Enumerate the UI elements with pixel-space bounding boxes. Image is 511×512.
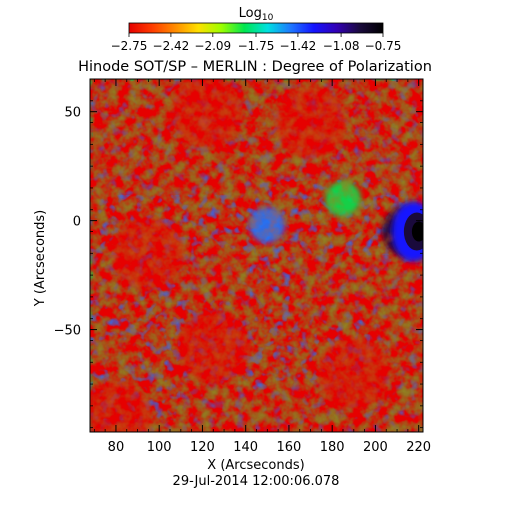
colorbar-tick-label: −1.75 (238, 39, 275, 53)
colorbar-tick-label: −2.09 (194, 39, 231, 53)
x-tick-label: 160 (277, 440, 302, 455)
x-tick-label: 100 (147, 440, 172, 455)
y-axis: 50 0 −50 (54, 100, 423, 429)
x-tick-label: 180 (320, 440, 345, 455)
colorbar-tick-label: −1.42 (280, 39, 317, 53)
colorbar-tick-label: −0.75 (365, 39, 402, 53)
y-tick-label: −50 (54, 324, 81, 339)
y-axis-label: Y (Arcseconds) (33, 210, 48, 307)
y-tick-label: 50 (64, 106, 81, 121)
colorbar-tick-label: −2.42 (153, 39, 190, 53)
pore-umbra (411, 221, 423, 242)
x-tick-label: 220 (406, 440, 431, 455)
y-tick-label: 0 (73, 215, 81, 230)
colorbar-tick-label: −2.75 (111, 39, 148, 53)
colorbar-tick-label: −1.08 (323, 39, 360, 53)
x-tick-label: 80 (108, 440, 125, 455)
x-tick-label: 140 (233, 440, 258, 455)
timestamp: 29-Jul-2014 12:00:06.078 (173, 474, 340, 489)
chart-title: Hinode SOT/SP – MERLIN : Degree of Polar… (78, 59, 432, 75)
colorbar: Log10 −2.75 −2.42 −2.09 −1.75 −1.42 −1.08 −0.7… (111, 6, 402, 53)
x-axis: 80 100 120 140 160 180 200 220 (93, 79, 431, 455)
x-axis-label: X (Arcseconds) (207, 458, 304, 473)
colorbar-ramp (128, 22, 384, 34)
heatmap-image (90, 79, 423, 432)
x-tick-label: 120 (190, 440, 215, 455)
speckle (93, 81, 423, 432)
colorbar-ticks: −2.75 −2.42 −2.09 −1.75 −1.42 −1.08 −0.75 (111, 33, 402, 53)
colorbar-label: Log10 (239, 6, 274, 23)
x-tick-label: 200 (363, 440, 388, 455)
